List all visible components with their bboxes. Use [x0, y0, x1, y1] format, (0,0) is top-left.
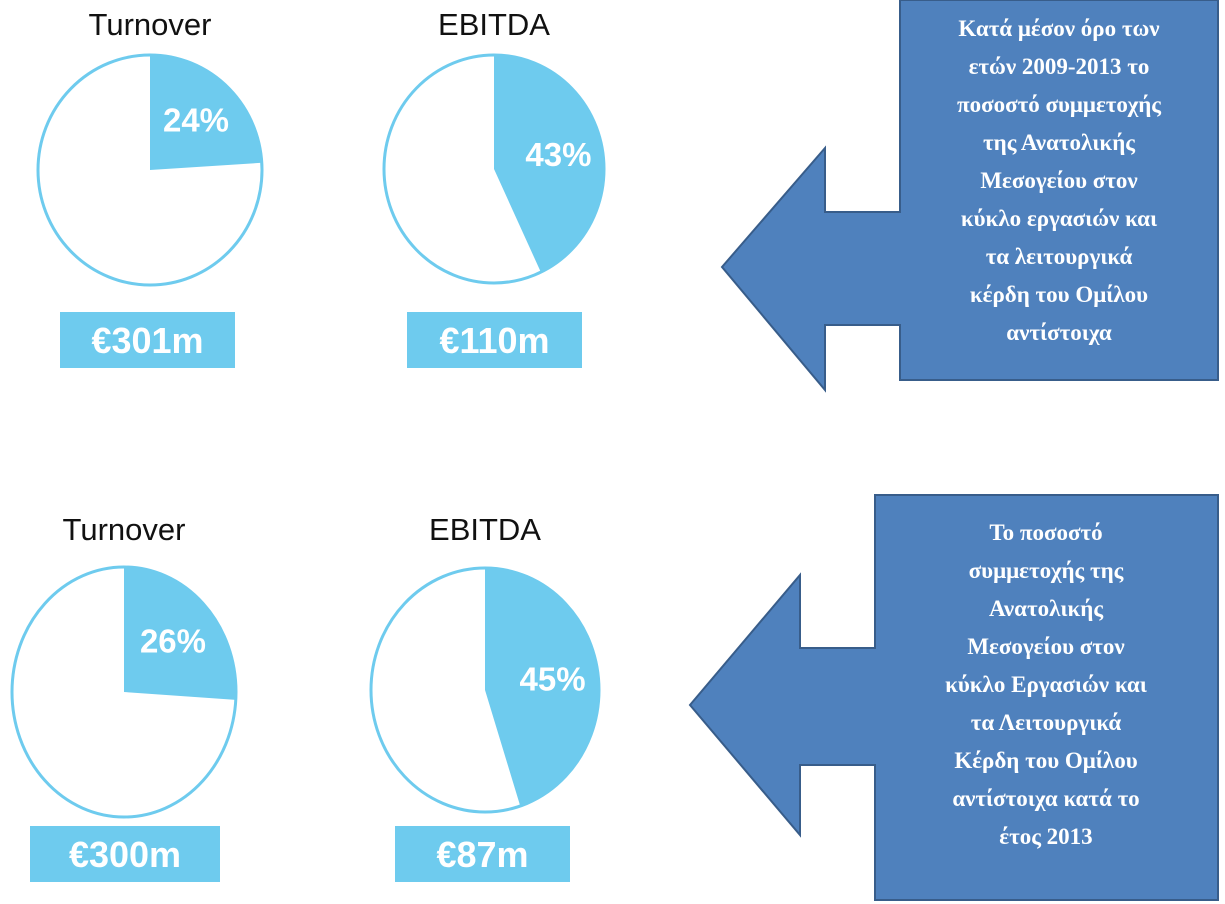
callout-line: Κατά μέσον όρο των	[958, 16, 1159, 41]
callout-line: ετών 2009-2013 το	[969, 54, 1150, 79]
slice-label: 24%	[163, 102, 229, 139]
callout-line: κύκλο εργασιών και	[961, 206, 1158, 231]
callout-line: συμμετοχής της	[969, 558, 1124, 583]
slice-label: 26%	[140, 623, 206, 660]
callout-line: έτος 2013	[999, 824, 1092, 849]
callout-text: Το ποσοστό συμμετοχής της Ανατολικής Μεσογε…	[945, 520, 1148, 849]
pie-slice	[485, 568, 599, 807]
callout-line: ποσοστό συμμετοχής	[957, 92, 1161, 117]
callout-line: Κέρδη του Ομίλου	[954, 748, 1137, 773]
pie-title: Turnover	[89, 7, 212, 42]
callout-line: Μεσογείου στον	[980, 168, 1137, 193]
slice-label: 45%	[520, 661, 586, 698]
pie-slice	[150, 55, 262, 170]
callout-line: αντίστοιχα κατά το	[952, 786, 1139, 811]
callout-line: Ανατολικής	[989, 596, 1103, 621]
pie-title: Turnover	[63, 512, 186, 547]
callout-line: Μεσογείου στον	[967, 634, 1124, 659]
callout-line: κέρδη του Ομίλου	[970, 282, 1148, 307]
pie-title: EBITDA	[438, 7, 550, 42]
caption: €110m	[439, 320, 549, 361]
callout-line: της Ανατολικής	[983, 130, 1135, 155]
callout-line: κύκλο Εργασιών και	[945, 672, 1148, 697]
callout-line: τα Λειτουργικά	[971, 710, 1122, 735]
pie-slice	[494, 55, 604, 273]
slice-label: 43%	[525, 136, 591, 173]
caption: €87m	[436, 834, 528, 875]
caption-box	[395, 826, 570, 882]
callout-arrow	[688, 494, 1219, 901]
caption: €301m	[91, 320, 203, 361]
callout-arrow	[720, 0, 1219, 393]
callout-text: Κατά μέσον όρο των ετών 2009-2013 το ποσοσ…	[957, 16, 1161, 345]
callout-line: αντίστοιχα	[1006, 320, 1112, 345]
caption: €300m	[69, 834, 181, 875]
callout-line: τα λειτουργικά	[986, 244, 1133, 269]
pie-slice	[124, 567, 236, 700]
caption-box	[407, 312, 582, 368]
caption-box	[60, 312, 235, 368]
callout-line: Το ποσοστό	[989, 520, 1102, 545]
caption-box	[30, 826, 220, 882]
pie-title: EBITDA	[429, 512, 541, 547]
